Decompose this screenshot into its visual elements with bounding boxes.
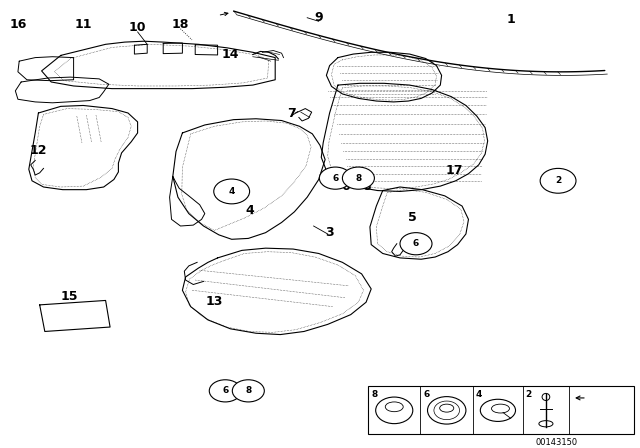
Text: 8: 8 — [371, 390, 378, 399]
Text: 6: 6 — [222, 386, 228, 395]
Text: 17: 17 — [445, 164, 463, 177]
Text: 8: 8 — [362, 180, 371, 193]
Text: 10: 10 — [129, 21, 147, 34]
Circle shape — [209, 380, 241, 402]
Text: 18: 18 — [172, 18, 189, 31]
Text: 6: 6 — [424, 390, 430, 399]
Text: 13: 13 — [205, 295, 223, 308]
Text: 4: 4 — [228, 187, 235, 196]
Text: 2: 2 — [525, 390, 532, 399]
Bar — [368, 387, 634, 434]
Text: 7: 7 — [287, 107, 296, 120]
Text: 15: 15 — [60, 290, 78, 303]
Text: 6: 6 — [332, 174, 339, 183]
Text: 4: 4 — [476, 390, 482, 399]
Circle shape — [342, 167, 374, 189]
Text: 4: 4 — [245, 204, 254, 217]
Text: 8: 8 — [245, 386, 252, 395]
Text: 11: 11 — [74, 18, 92, 31]
Circle shape — [400, 233, 432, 255]
Text: 16: 16 — [9, 18, 27, 31]
Text: 9: 9 — [314, 11, 323, 24]
Text: 6: 6 — [341, 180, 350, 193]
Text: 14: 14 — [221, 47, 239, 60]
Circle shape — [232, 380, 264, 402]
Text: 2: 2 — [556, 173, 565, 186]
Text: 00143150: 00143150 — [536, 438, 578, 447]
Text: 8: 8 — [355, 174, 362, 183]
Text: 3: 3 — [325, 226, 334, 239]
Text: 2: 2 — [555, 177, 561, 185]
Text: 5: 5 — [408, 211, 417, 224]
Text: 1: 1 — [506, 13, 515, 26]
Circle shape — [214, 179, 250, 204]
Circle shape — [540, 168, 576, 193]
Circle shape — [319, 167, 351, 189]
Text: 6: 6 — [413, 239, 419, 248]
Text: 12: 12 — [29, 144, 47, 157]
